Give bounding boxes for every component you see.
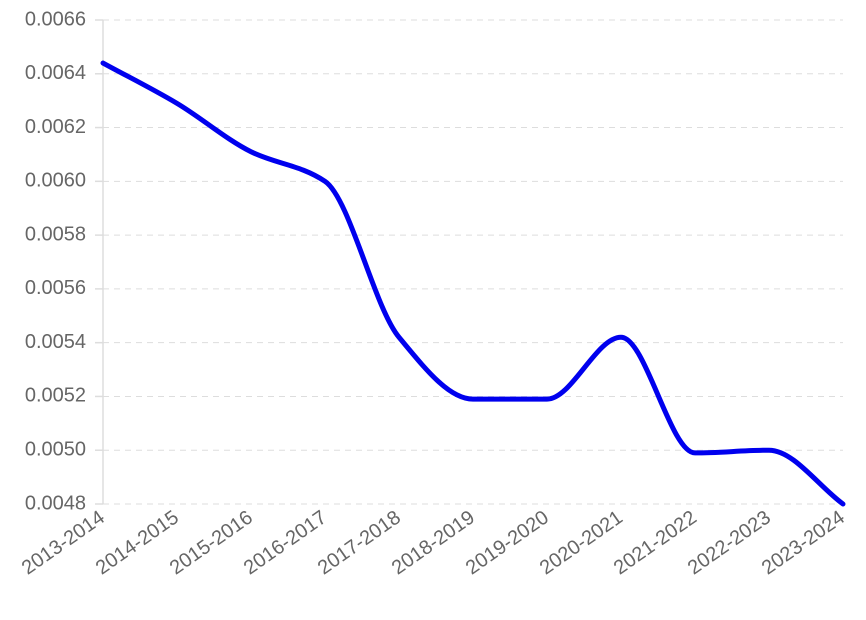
y-tick-label: 0.0048 — [25, 492, 86, 514]
x-tick-label: 2020-2021 — [536, 506, 627, 579]
y-tick-label: 0.0064 — [25, 62, 86, 84]
x-tick-label: 2016-2017 — [240, 506, 331, 579]
x-tick-label: 2021-2022 — [610, 506, 701, 579]
y-tick-label: 0.0052 — [25, 385, 86, 407]
x-tick-label: 2022-2023 — [684, 506, 775, 579]
x-tick-label: 2015-2016 — [166, 506, 257, 579]
y-tick-label: 0.0050 — [25, 439, 86, 461]
x-tick-label: 2023-2024 — [758, 506, 849, 579]
y-tick-label: 0.0060 — [25, 170, 86, 192]
x-tick-label: 2017-2018 — [314, 506, 405, 579]
x-tick-label: 2014-2015 — [92, 506, 183, 579]
y-tick-label: 0.0062 — [25, 116, 86, 138]
x-tick-label: 2018-2019 — [388, 506, 479, 579]
y-tick-label: 0.0056 — [25, 277, 86, 299]
line — [100, 60, 846, 507]
y-tick-label: 0.0058 — [25, 223, 86, 245]
x-tick-label: 2013-2014 — [18, 506, 109, 579]
x-tick-label: 2019-2020 — [462, 506, 553, 579]
y-tick-label: 0.0054 — [25, 331, 86, 353]
y-tick-label: 0.0066 — [25, 8, 86, 30]
